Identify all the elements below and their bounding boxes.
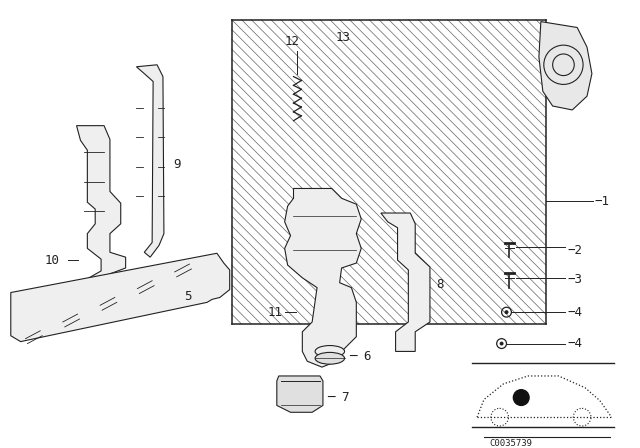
Text: C0035739: C0035739 <box>490 439 533 448</box>
Text: 12: 12 <box>285 35 300 48</box>
Text: 11: 11 <box>268 306 283 319</box>
Polygon shape <box>285 189 361 367</box>
Circle shape <box>504 310 508 314</box>
Text: −4: −4 <box>568 337 582 350</box>
Polygon shape <box>232 20 546 324</box>
Polygon shape <box>277 376 323 412</box>
Text: −2: −2 <box>568 244 582 257</box>
Text: −1: −1 <box>595 195 610 208</box>
Text: −4: −4 <box>568 306 582 319</box>
Text: −3: −3 <box>568 273 582 286</box>
Text: ─ 6: ─ 6 <box>349 350 372 363</box>
Text: 9: 9 <box>173 159 180 172</box>
Polygon shape <box>381 213 430 351</box>
Text: 8: 8 <box>436 278 444 291</box>
Polygon shape <box>136 65 164 257</box>
Polygon shape <box>68 125 125 297</box>
Polygon shape <box>11 253 230 342</box>
Ellipse shape <box>315 345 344 358</box>
Circle shape <box>513 390 529 405</box>
Circle shape <box>500 342 504 345</box>
Text: 13: 13 <box>335 31 350 44</box>
Text: 10: 10 <box>45 254 60 267</box>
Text: 5: 5 <box>184 290 191 303</box>
Ellipse shape <box>315 353 344 364</box>
Polygon shape <box>539 22 592 110</box>
Text: ─ 7: ─ 7 <box>327 391 349 404</box>
